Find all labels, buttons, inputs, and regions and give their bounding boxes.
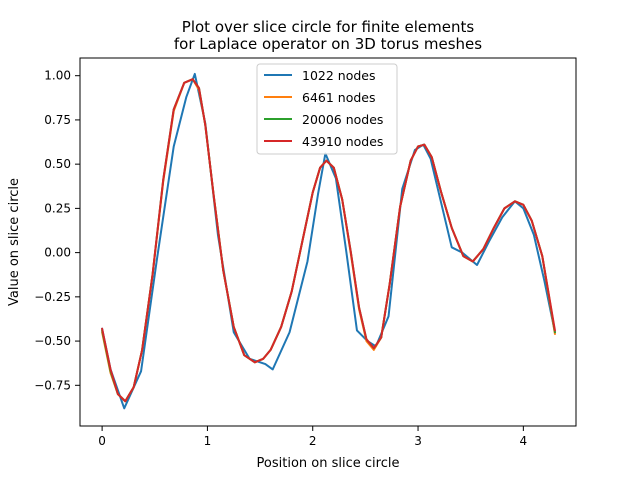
series-layer xyxy=(101,72,556,410)
legend-label-6461: 6461 nodes xyxy=(302,90,376,105)
series-line-1022-nodes xyxy=(101,72,556,410)
x-axis-ticks: 0 1 2 3 4 xyxy=(98,426,527,448)
y-tick-label: 0.25 xyxy=(44,201,71,215)
x-axis-label: Position on slice circle xyxy=(257,456,400,471)
axes-frame xyxy=(79,57,577,427)
y-axis-ticks: −0.75 −0.50 −0.25 0.00 0.25 0.50 0.75 1.00 xyxy=(34,69,80,392)
chart-subtitle: for Laplace operator on 3D torus meshes xyxy=(174,35,482,53)
series-line-43910-nodes xyxy=(101,78,556,403)
y-tick-label: −0.25 xyxy=(34,290,71,304)
y-tick-label: 0.75 xyxy=(44,113,71,127)
x-tick-label: 3 xyxy=(414,434,422,448)
y-tick-label: 1.00 xyxy=(44,69,71,83)
y-axis-label: Value on slice circle xyxy=(7,178,22,306)
legend-label-43910: 43910 nodes xyxy=(302,134,383,149)
legend-label-20006: 20006 nodes xyxy=(302,112,383,127)
y-tick-label: 0.50 xyxy=(44,157,71,171)
x-tick-label: 4 xyxy=(520,434,528,448)
x-tick-label: 2 xyxy=(309,434,317,448)
y-tick-label: 0.00 xyxy=(44,246,71,260)
legend: 1022 nodes 6461 nodes 20006 nodes 43910 … xyxy=(256,63,398,155)
x-tick-label: 1 xyxy=(204,434,212,448)
x-tick-label: 0 xyxy=(98,434,106,448)
y-tick-label: −0.50 xyxy=(34,334,71,348)
chart-title: Plot over slice circle for finite elemen… xyxy=(182,18,475,36)
legend-box xyxy=(256,63,398,155)
y-tick-label: −0.75 xyxy=(34,378,71,392)
legend-label-1022: 1022 nodes xyxy=(302,68,376,83)
plot-area xyxy=(101,72,556,410)
